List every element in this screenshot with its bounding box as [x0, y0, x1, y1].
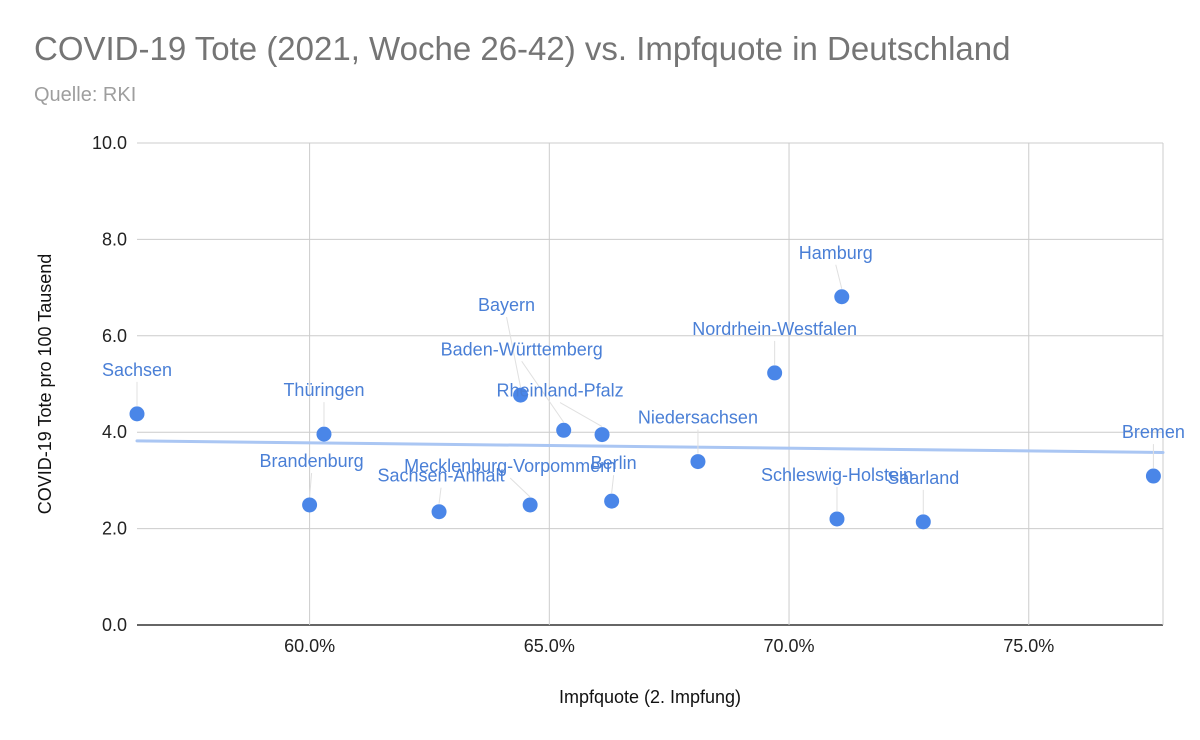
- leader-line: [438, 487, 442, 504]
- y-tick-label: 6.0: [102, 326, 127, 346]
- point-label: Berlin: [591, 453, 637, 473]
- leader-line: [521, 360, 565, 423]
- data-point: [690, 454, 706, 470]
- point-label: Hamburg: [799, 243, 873, 263]
- leader-line: [611, 475, 615, 494]
- point-label: Mecklenburg-Vorpommern: [404, 456, 616, 476]
- data-point: [834, 289, 850, 305]
- data-point: [829, 511, 845, 527]
- y-tick-label: 8.0: [102, 229, 127, 249]
- data-point: [302, 497, 318, 513]
- y-tick-label: 4.0: [102, 422, 127, 442]
- point-label: Sachsen-Anhalt: [377, 466, 504, 486]
- point-label: Brandenburg: [260, 451, 364, 471]
- point-label: Sachsen: [102, 360, 172, 380]
- y-axis-title: COVID-19 Tote pro 100 Tausend: [35, 254, 55, 515]
- leader-line: [835, 264, 843, 289]
- data-point: [556, 422, 572, 438]
- leader-line: [559, 402, 603, 428]
- point-label: Saarland: [887, 468, 959, 488]
- data-point: [522, 497, 538, 513]
- trendline: [135, 439, 1165, 454]
- point-label: Rheinland-Pfalz: [497, 381, 624, 401]
- point-labels: Sachsen Thüringen Brandenburg Sachsen-Anhal…: [102, 243, 1185, 488]
- data-point: [431, 504, 447, 520]
- data-point: [915, 514, 931, 530]
- x-tick-label: 70.0%: [764, 636, 815, 656]
- chart-subtitle: Quelle: RKI: [34, 84, 137, 106]
- trendline-group: [135, 439, 1165, 454]
- point-label: Nordrhein-Westfalen: [692, 319, 857, 339]
- y-tick-label: 0.0: [102, 615, 127, 635]
- point-label: Baden-Württemberg: [441, 339, 603, 359]
- x-tick-label: 65.0%: [524, 636, 575, 656]
- y-tick-label: 2.0: [102, 519, 127, 539]
- data-point: [513, 387, 529, 403]
- leader-line: [509, 477, 531, 498]
- leader-lines: [136, 264, 1154, 514]
- point-label: Schleswig-Holstein: [761, 465, 913, 485]
- point-label: Bayern: [478, 295, 535, 315]
- leader-line: [506, 316, 522, 388]
- tick-labels: 0.0 2.0 4.0 6.0 8.0 10.0 60.0% 65.0% 70.0% 75.0%: [92, 133, 1054, 656]
- x-tick-label: 60.0%: [284, 636, 335, 656]
- data-points: [129, 289, 1161, 530]
- leader-line: [309, 472, 313, 498]
- data-point: [594, 427, 610, 443]
- data-point: [767, 365, 783, 381]
- y-tick-label: 10.0: [92, 133, 127, 153]
- point-label: Thüringen: [283, 380, 364, 400]
- point-label: Bremen: [1122, 422, 1185, 442]
- x-tick-label: 75.0%: [1003, 636, 1054, 656]
- point-label: Niedersachsen: [638, 408, 758, 428]
- data-point: [129, 406, 145, 422]
- x-axis-title: Impfquote (2. Impfung): [559, 687, 741, 707]
- data-point: [316, 426, 332, 442]
- data-point: [1145, 468, 1161, 484]
- data-point: [604, 493, 620, 509]
- chart-title: COVID-19 Tote (2021, Woche 26-42) vs. Im…: [34, 30, 1011, 67]
- grid-lines: [137, 142, 1164, 626]
